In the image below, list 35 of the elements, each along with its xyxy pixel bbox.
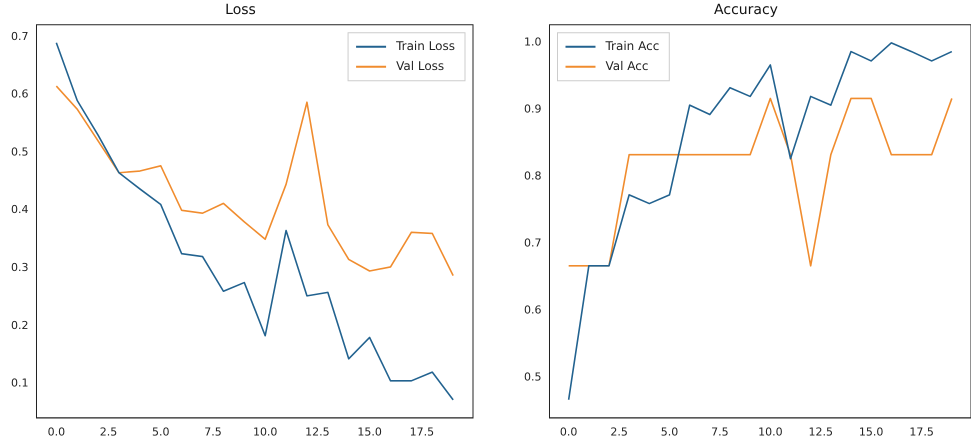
chart-title: Loss xyxy=(225,2,256,18)
chart-title: Accuracy xyxy=(714,2,778,18)
y-tick-label: 1.0 xyxy=(524,36,542,49)
legend-label: Train Acc xyxy=(604,38,660,53)
x-tick-label: 15.0 xyxy=(858,425,884,438)
y-tick-label: 0.5 xyxy=(10,145,28,158)
y-tick-label: 0.2 xyxy=(10,318,28,332)
y-tick-label: 0.9 xyxy=(524,102,542,116)
x-tick-label: 17.5 xyxy=(909,425,934,438)
y-tick-label: 0.7 xyxy=(524,236,542,250)
legend-label: Train Loss xyxy=(395,38,456,53)
x-tick-label: 2.5 xyxy=(100,425,118,438)
x-tick-label: 17.5 xyxy=(410,425,434,438)
y-tick-label: 0.3 xyxy=(10,260,28,274)
y-tick-label: 0.8 xyxy=(524,170,542,183)
y-tick-label: 0.7 xyxy=(10,30,28,43)
y-tick-label: 0.6 xyxy=(10,88,28,101)
x-tick-label: 10.0 xyxy=(758,425,783,438)
x-tick-label: 7.5 xyxy=(204,425,222,438)
y-tick-label: 0.4 xyxy=(10,203,28,216)
x-tick-label: 5.0 xyxy=(152,425,170,438)
x-tick-label: 2.5 xyxy=(610,425,628,438)
x-tick-label: 12.5 xyxy=(808,425,833,438)
x-tick-label: 0.0 xyxy=(560,425,578,438)
y-tick-label: 0.6 xyxy=(524,304,542,317)
y-tick-label: 0.5 xyxy=(524,370,542,384)
legend-label: Val Acc xyxy=(605,58,648,73)
x-tick-label: 10.0 xyxy=(252,425,278,438)
x-tick-label: 5.0 xyxy=(660,425,678,438)
legend-label: Val Loss xyxy=(396,58,444,73)
x-tick-label: 7.5 xyxy=(711,425,729,438)
x-tick-label: 12.5 xyxy=(305,425,330,438)
x-tick-label: 15.0 xyxy=(357,425,382,438)
x-tick-label: 0.0 xyxy=(48,425,66,438)
y-tick-label: 0.1 xyxy=(10,376,28,390)
